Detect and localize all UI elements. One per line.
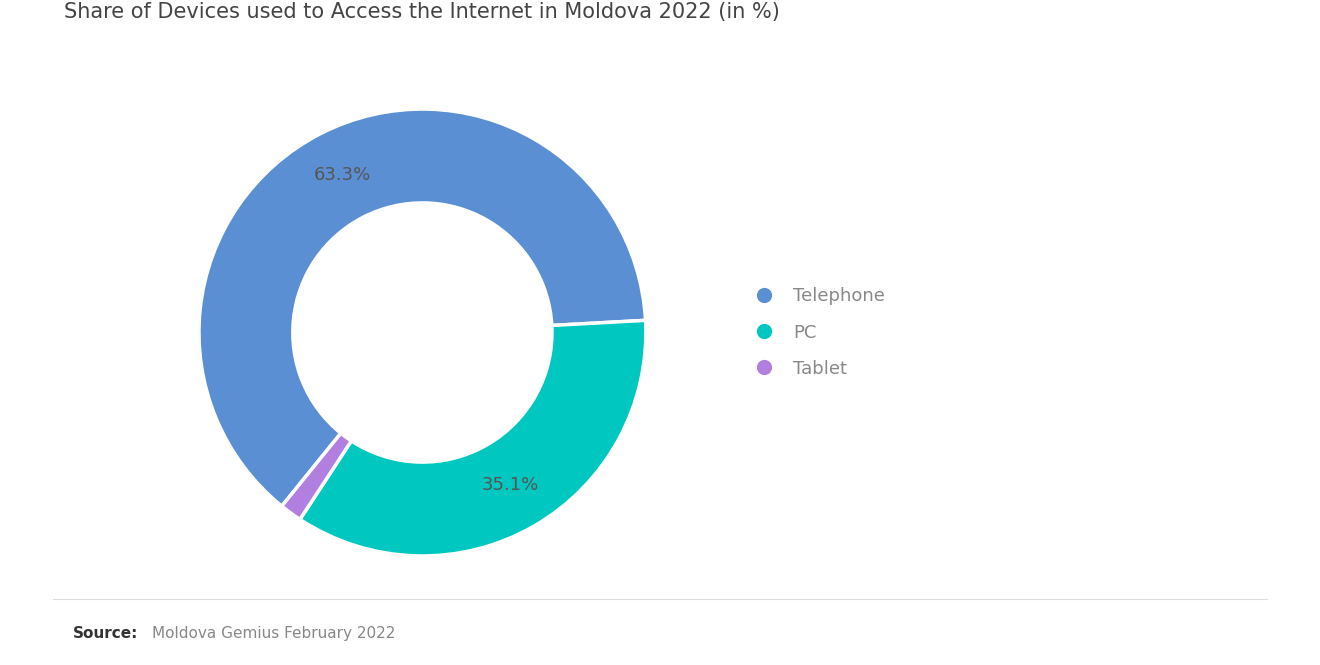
Text: 35.1%: 35.1% — [482, 476, 539, 495]
Wedge shape — [281, 433, 351, 519]
Wedge shape — [199, 109, 645, 506]
Text: 63.3%: 63.3% — [313, 166, 371, 184]
Legend: Telephone, PC, Tablet: Telephone, PC, Tablet — [739, 280, 892, 385]
Text: Moldova Gemius February 2022: Moldova Gemius February 2022 — [152, 626, 395, 642]
Text: Source:: Source: — [73, 626, 139, 642]
Wedge shape — [300, 321, 645, 556]
Title: Share of Devices used to Access the Internet in Moldova 2022 (in %): Share of Devices used to Access the Inte… — [65, 3, 780, 23]
